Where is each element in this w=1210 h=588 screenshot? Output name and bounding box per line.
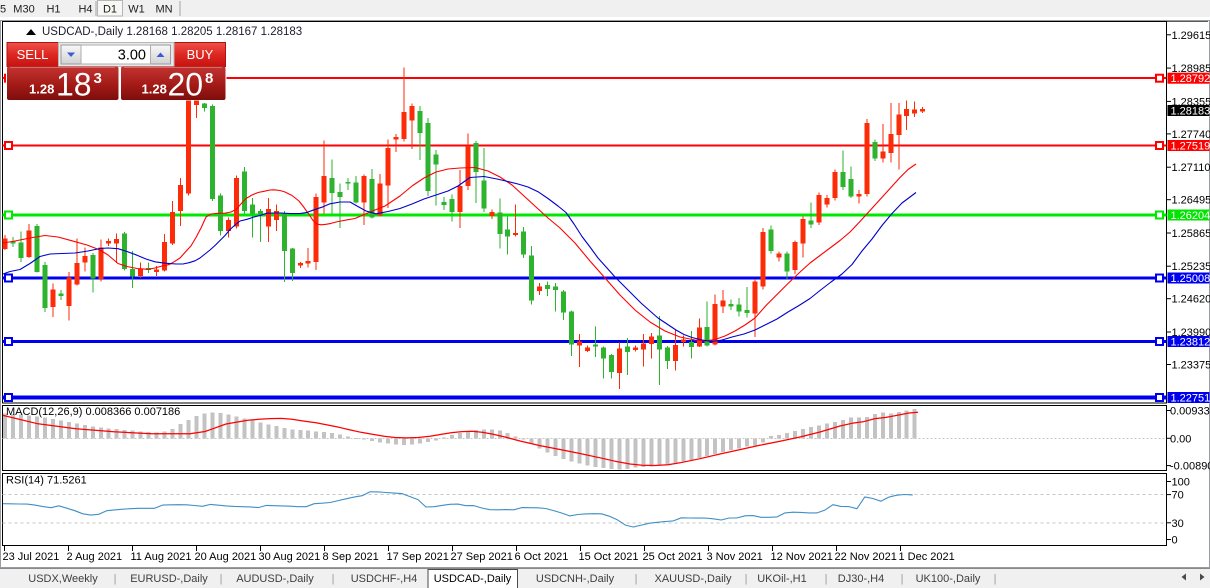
svg-text:100: 100 bbox=[1172, 477, 1190, 489]
svg-text:-0.008901: -0.008901 bbox=[1170, 461, 1210, 473]
svg-text:1.22751: 1.22751 bbox=[1171, 393, 1210, 405]
svg-text:8: 8 bbox=[205, 70, 213, 87]
svg-text:EURUSD-,Daily: EURUSD-,Daily bbox=[130, 573, 208, 585]
svg-text:USDCHF-,H4: USDCHF-,H4 bbox=[351, 573, 418, 585]
svg-text:1.28: 1.28 bbox=[29, 82, 54, 97]
svg-text:W1: W1 bbox=[128, 4, 145, 16]
svg-text:1.27110: 1.27110 bbox=[1172, 162, 1210, 174]
svg-text:MACD(12,26,9) 0.008366 0.00718: MACD(12,26,9) 0.008366 0.007186 bbox=[6, 406, 180, 418]
svg-text:1.27519: 1.27519 bbox=[1171, 141, 1210, 153]
svg-text:|: | bbox=[825, 573, 828, 585]
svg-text:1.23812: 1.23812 bbox=[1171, 337, 1210, 349]
svg-text:XAUUSD-,Daily: XAUUSD-,Daily bbox=[654, 573, 732, 585]
svg-text:1.26204: 1.26204 bbox=[1171, 210, 1210, 222]
svg-text:1.24620: 1.24620 bbox=[1172, 294, 1210, 306]
svg-text:|: | bbox=[901, 573, 904, 585]
svg-text:1.28: 1.28 bbox=[142, 82, 167, 97]
svg-text:|: | bbox=[745, 573, 748, 585]
svg-text:1.29615: 1.29615 bbox=[1172, 30, 1210, 42]
svg-text:20 Aug 2021: 20 Aug 2021 bbox=[195, 551, 257, 563]
svg-text:SELL: SELL bbox=[17, 47, 49, 62]
svg-text:1.23375: 1.23375 bbox=[1172, 360, 1210, 372]
svg-text:D1: D1 bbox=[103, 4, 117, 16]
svg-text:1.25865: 1.25865 bbox=[1172, 228, 1210, 240]
svg-text:15 Oct 2021: 15 Oct 2021 bbox=[579, 551, 639, 563]
svg-text:5: 5 bbox=[0, 4, 6, 16]
svg-text:UK100-,Daily: UK100-,Daily bbox=[916, 573, 981, 585]
svg-text:25 Oct 2021: 25 Oct 2021 bbox=[643, 551, 703, 563]
svg-text:12 Nov 2021: 12 Nov 2021 bbox=[771, 551, 833, 563]
svg-text:3: 3 bbox=[94, 70, 102, 87]
svg-text:|: | bbox=[220, 573, 223, 585]
svg-text:USDCNH-,Daily: USDCNH-,Daily bbox=[536, 573, 615, 585]
svg-text:|: | bbox=[635, 573, 638, 585]
svg-text:BUY: BUY bbox=[187, 47, 214, 62]
svg-text:1.25008: 1.25008 bbox=[1171, 273, 1210, 285]
svg-text:DJ30-,H4: DJ30-,H4 bbox=[838, 573, 884, 585]
svg-text:22 Nov 2021: 22 Nov 2021 bbox=[835, 551, 897, 563]
svg-text:H1: H1 bbox=[46, 4, 60, 16]
svg-text:1 Dec 2021: 1 Dec 2021 bbox=[899, 551, 955, 563]
svg-text:2 Aug 2021: 2 Aug 2021 bbox=[67, 551, 123, 563]
svg-text:70: 70 bbox=[1172, 490, 1184, 502]
svg-text:3 Nov 2021: 3 Nov 2021 bbox=[707, 551, 763, 563]
svg-text:USDCAD-,Daily: USDCAD-,Daily bbox=[434, 573, 512, 585]
svg-text:11 Aug 2021: 11 Aug 2021 bbox=[131, 551, 192, 563]
svg-text:1.26495: 1.26495 bbox=[1172, 195, 1210, 207]
svg-text:1.28183: 1.28183 bbox=[1171, 106, 1210, 118]
svg-text:0.009334: 0.009334 bbox=[1170, 406, 1210, 418]
svg-text:3.00: 3.00 bbox=[118, 48, 146, 64]
svg-text:|: | bbox=[114, 573, 117, 585]
svg-text:MN: MN bbox=[155, 4, 172, 16]
svg-text:30 Aug 2021: 30 Aug 2021 bbox=[259, 551, 321, 563]
svg-text:RSI(14) 71.5261: RSI(14) 71.5261 bbox=[6, 475, 87, 487]
svg-text:0.00: 0.00 bbox=[1170, 433, 1191, 445]
svg-text:23 Jul 2021: 23 Jul 2021 bbox=[3, 551, 60, 563]
svg-text:USDX,Weekly: USDX,Weekly bbox=[28, 573, 98, 585]
svg-text:1.27740: 1.27740 bbox=[1172, 129, 1210, 141]
svg-text:|: | bbox=[332, 573, 335, 585]
svg-text:17 Sep 2021: 17 Sep 2021 bbox=[387, 551, 449, 563]
svg-text:18: 18 bbox=[56, 67, 92, 103]
svg-text:M30: M30 bbox=[13, 4, 34, 16]
svg-text:0: 0 bbox=[1172, 535, 1178, 547]
svg-text:1.25235: 1.25235 bbox=[1172, 261, 1210, 273]
svg-text:27 Sep 2021: 27 Sep 2021 bbox=[451, 551, 513, 563]
svg-text:30: 30 bbox=[1172, 518, 1184, 530]
svg-text:|: | bbox=[994, 573, 997, 585]
svg-text:8 Sep 2021: 8 Sep 2021 bbox=[323, 551, 379, 563]
svg-text:1.28985: 1.28985 bbox=[1172, 63, 1210, 75]
svg-text:AUDUSD-,Daily: AUDUSD-,Daily bbox=[236, 573, 314, 585]
svg-text:USDCAD-,Daily 1.28168 1.28205: USDCAD-,Daily 1.28168 1.28205 1.28167 1.… bbox=[42, 26, 302, 38]
svg-text:6 Oct 2021: 6 Oct 2021 bbox=[515, 551, 569, 563]
svg-text:H4: H4 bbox=[78, 4, 92, 16]
svg-text:20: 20 bbox=[168, 67, 204, 103]
svg-text:1.28792: 1.28792 bbox=[1171, 73, 1210, 85]
svg-text:UKOil-,H1: UKOil-,H1 bbox=[757, 573, 807, 585]
